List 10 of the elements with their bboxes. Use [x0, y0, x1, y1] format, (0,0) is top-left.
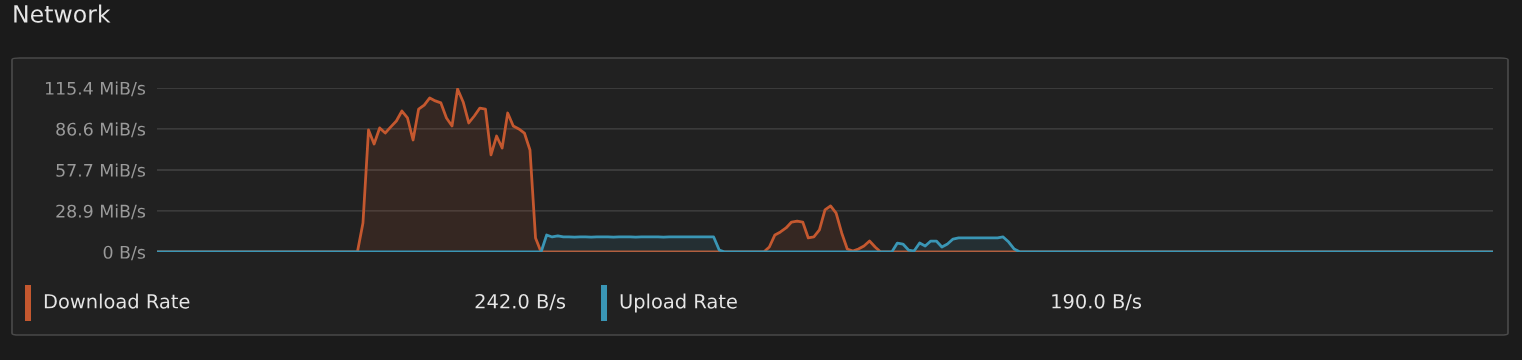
- chart-title: Network: [14, 4, 111, 23]
- y-tick-label: 28.9 MiB/s: [56, 204, 146, 220]
- legend-label: Upload Rate: [620, 293, 737, 313]
- y-tick-label: 57.7 MiB/s: [56, 163, 146, 179]
- y-tick-label: 115.4 MiB/s: [45, 81, 146, 97]
- y-tick-label: 0 B/s: [103, 245, 146, 261]
- text: 190.0 B/s: [1052, 293, 1142, 311]
- text: 242.0 B/s: [475, 293, 566, 311]
- legend-label: Download Rate: [44, 293, 190, 309]
- y-tick-label: 86.6 MiB/s: [56, 122, 146, 138]
